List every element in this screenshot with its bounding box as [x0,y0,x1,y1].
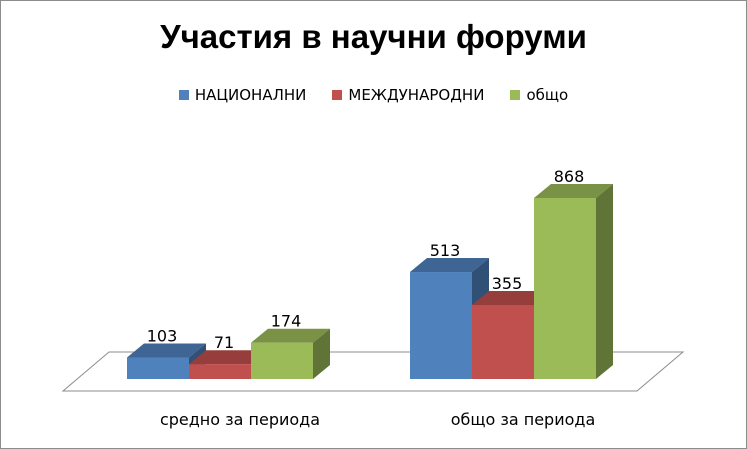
bar-front-face [472,304,534,379]
legend-item-national: НАЦИОНАЛНИ [178,86,307,104]
data-label: 103 [147,327,178,346]
bar-front-face [534,198,596,379]
data-label: 513 [430,241,461,260]
legend-swatch-international [332,90,343,100]
bar-total-average [251,328,330,379]
bar-top-face [472,290,551,305]
data-label: 71 [214,333,234,352]
bar-top-face [251,328,330,343]
bar-front-face [189,364,251,379]
bar-front-face [127,357,189,379]
category-label: общо за периода [451,410,596,429]
bar-top-face [189,350,268,365]
data-label: 355 [492,274,523,293]
legend-label-total: общо [526,86,569,104]
category-label: средно за периода [160,410,320,429]
bar-national-total [410,258,489,379]
bar-national-average [127,343,206,379]
bar-side-face [596,184,613,379]
legend-swatch-national [178,90,189,100]
legend-swatch-total [510,90,521,100]
bar-top-face [534,184,613,198]
legend-item-total: общо [510,86,568,104]
bar-front-face [251,342,313,379]
bar-top-face [410,258,489,273]
legend-label-national: НАЦИОНАЛНИ [194,86,307,104]
bar-top-face [127,343,206,358]
chart-title: Участия в научни форуми [160,18,587,55]
bar-front-face [410,272,472,379]
legend: НАЦИОНАЛНИ МЕЖДУНАРОДНИ общо [0,86,747,104]
legend-item-international: МЕЖДУНАРОДНИ [332,86,484,104]
bar-side-face [313,328,330,379]
legend-label-international: МЕЖДУНАРОДНИ [348,86,485,104]
data-label: 174 [271,312,302,331]
data-label: 868 [554,167,585,186]
bar-total-total [534,184,613,379]
